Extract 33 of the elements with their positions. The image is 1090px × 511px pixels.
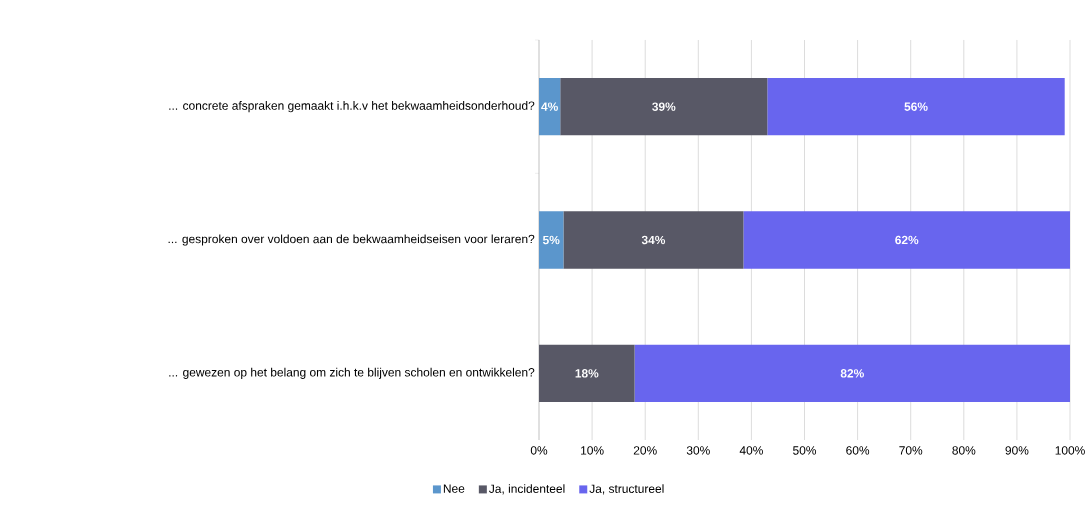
y-tick-label: ... gewezen op het belang om zich te blijven scholen en ontwikkelen? bbox=[169, 367, 535, 379]
data-label: 34% bbox=[641, 235, 666, 245]
x-tick-label: 30% bbox=[686, 446, 710, 455]
x-tick-label: 20% bbox=[633, 446, 657, 455]
x-tick-label: 60% bbox=[846, 446, 870, 455]
legend-label: Nee bbox=[443, 484, 465, 493]
bar bbox=[539, 78, 561, 136]
bar bbox=[539, 344, 635, 402]
data-label: 4% bbox=[541, 102, 558, 111]
bar bbox=[767, 78, 1065, 136]
data-label: 39% bbox=[652, 102, 676, 111]
bar bbox=[560, 78, 768, 136]
y-tick-label: ... concrete afspraken gemaakt i.h.k.v het bekwaamheidsonderhoud? bbox=[169, 101, 535, 113]
bar bbox=[539, 211, 564, 269]
legend-label: Ja, structureel bbox=[589, 484, 664, 495]
x-tick-label: 40% bbox=[739, 446, 763, 455]
data-label: 5% bbox=[542, 235, 560, 245]
x-tick-label: 0% bbox=[530, 446, 548, 455]
x-tick-label: 70% bbox=[899, 446, 923, 455]
x-tick-label: 50% bbox=[793, 446, 817, 455]
data-label: 82% bbox=[840, 369, 864, 378]
bar bbox=[563, 211, 744, 269]
x-tick-label: 10% bbox=[581, 446, 604, 455]
x-tick-label: 80% bbox=[952, 446, 976, 455]
y-tick-label: ... gesproken over voldoen aan de bekwaamheidseisen voor leraren? bbox=[168, 234, 535, 246]
legend-label: Ja, incidenteel bbox=[489, 484, 565, 495]
data-label: 18% bbox=[575, 369, 599, 378]
bar bbox=[743, 211, 1071, 269]
data-label: 56% bbox=[904, 102, 928, 111]
data-label: 62% bbox=[895, 235, 919, 245]
x-tick-label: 100% bbox=[1055, 446, 1085, 455]
x-tick-label: 90% bbox=[1005, 446, 1029, 455]
bar bbox=[634, 344, 1071, 402]
